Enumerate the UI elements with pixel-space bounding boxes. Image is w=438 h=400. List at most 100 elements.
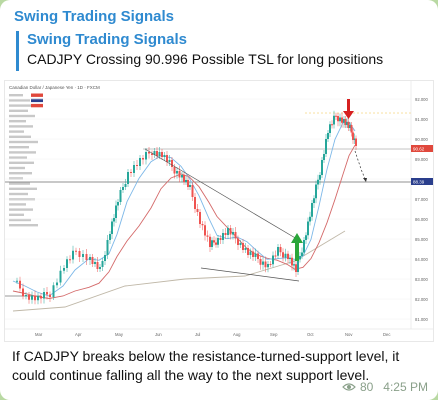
candle-body: [111, 221, 113, 234]
candle-body: [153, 151, 156, 155]
candle-body: [277, 247, 279, 256]
price-tick-label: 84.000: [415, 257, 428, 262]
candle-body: [43, 292, 45, 299]
candle-body: [307, 221, 309, 236]
indicator-row: [9, 104, 37, 107]
indicator-row: [9, 213, 24, 216]
candle-body: [269, 264, 272, 265]
candle-body: [117, 202, 119, 206]
candle-body: [295, 264, 297, 272]
symbol-header: Canadian Dollar / Japanese Yen · 1D · FX…: [9, 85, 100, 90]
candle-body: [339, 117, 341, 122]
projection-path: [354, 150, 366, 180]
message-meta: 80 4:25 PM: [342, 380, 428, 394]
indicator-row: [9, 187, 37, 190]
indicator-row: [9, 114, 35, 118]
indicator-row: [9, 140, 38, 144]
candle-body: [151, 153, 153, 155]
candle-body: [282, 252, 284, 258]
indicator-value-tag: [31, 98, 43, 103]
message-caption: If CADJPY breaks below the resistance-tu…: [12, 348, 400, 383]
candle-body: [161, 152, 163, 157]
price-tick-label: 81.000: [415, 317, 428, 322]
candle-body: [145, 152, 147, 160]
current-price-tag: [411, 145, 433, 152]
candle-body: [211, 240, 213, 247]
candle-body: [333, 115, 335, 125]
candle-body: [311, 203, 313, 217]
chart-screenshot[interactable]: Canadian Dollar / Japanese Yen · 1D · FX…: [4, 80, 434, 342]
candle-body: [69, 259, 71, 261]
candle-body: [293, 264, 295, 266]
current-price-label: 90.62: [413, 147, 425, 152]
time-tick-label: Dec: [383, 332, 390, 337]
time-tick-label: Nov: [345, 332, 353, 337]
support-price-tag: [411, 178, 433, 185]
support-price-label: 88.39: [413, 180, 425, 185]
price-tick-label: 89.000: [415, 157, 428, 162]
indicator-row: [9, 166, 25, 170]
indicator-row: [9, 94, 23, 97]
reply-text: CADJPY Crossing 90.996 Possible TSL for …: [27, 51, 384, 67]
slow-moving-average: [12, 144, 356, 299]
candle-body: [353, 138, 356, 140]
candle-body: [163, 155, 166, 157]
bearish-arrow-icon: [343, 99, 354, 119]
candle-body: [106, 240, 109, 255]
candle-body: [321, 160, 323, 175]
time-tick-label: Oct: [307, 332, 314, 337]
candle-body: [34, 295, 36, 301]
candle-body: [215, 242, 217, 245]
candle-body: [115, 205, 117, 218]
candle-body: [142, 158, 144, 160]
price-tick-label: 90.000: [415, 137, 428, 142]
channel-title[interactable]: Swing Trading Signals: [14, 8, 175, 25]
candlesticks: [16, 110, 357, 305]
candle-body: [242, 243, 244, 250]
price-tick-label: 83.000: [415, 277, 428, 282]
candle-body: [31, 295, 33, 300]
candle-body: [40, 296, 42, 299]
candle-body: [209, 236, 211, 247]
candle-body: [89, 257, 91, 260]
candle-body: [194, 197, 196, 209]
candle-body: [201, 224, 204, 226]
ascending-trendline: [200, 267, 300, 282]
reply-preview[interactable]: Swing Trading Signals CADJPY Crossing 90…: [16, 31, 416, 71]
indicator-value-tag: [31, 93, 43, 97]
candle-body: [279, 247, 282, 253]
candle-body: [37, 296, 39, 301]
candle-body: [166, 155, 168, 162]
candle-body: [315, 184, 317, 199]
candle-body: [82, 254, 84, 257]
time-axis: Mar Apr May Jun Jul Aug Sep Oct Nov Dec: [5, 328, 433, 337]
candle-body: [249, 251, 252, 255]
candle-body: [113, 218, 115, 222]
candle-body: [122, 187, 124, 190]
indicator-row: [9, 218, 31, 222]
candle-body: [299, 256, 301, 260]
candle-body: [196, 209, 199, 212]
candle-body: [287, 253, 289, 259]
candle-body: [91, 257, 94, 264]
indicator-row: [9, 146, 29, 149]
candle-body: [229, 228, 232, 235]
candle-body: [187, 180, 189, 187]
candle-body: [247, 248, 249, 255]
indicator-row: [9, 172, 32, 175]
candle-body: [63, 268, 65, 271]
candle-body: [239, 243, 242, 245]
candle-body: [317, 179, 319, 185]
candle-body: [272, 255, 274, 265]
indicator-row: [9, 151, 36, 154]
candle-body: [213, 240, 215, 243]
price-tick-label: 91.000: [415, 117, 428, 122]
candle-body: [284, 253, 287, 258]
indicator-list: [9, 93, 43, 227]
price-tick-label: 92.000: [415, 97, 428, 102]
indicator-row: [9, 192, 28, 196]
indicator-value-tag: [31, 103, 43, 108]
indicator-row: [9, 130, 24, 133]
time-tick-label: Jun: [155, 332, 162, 337]
